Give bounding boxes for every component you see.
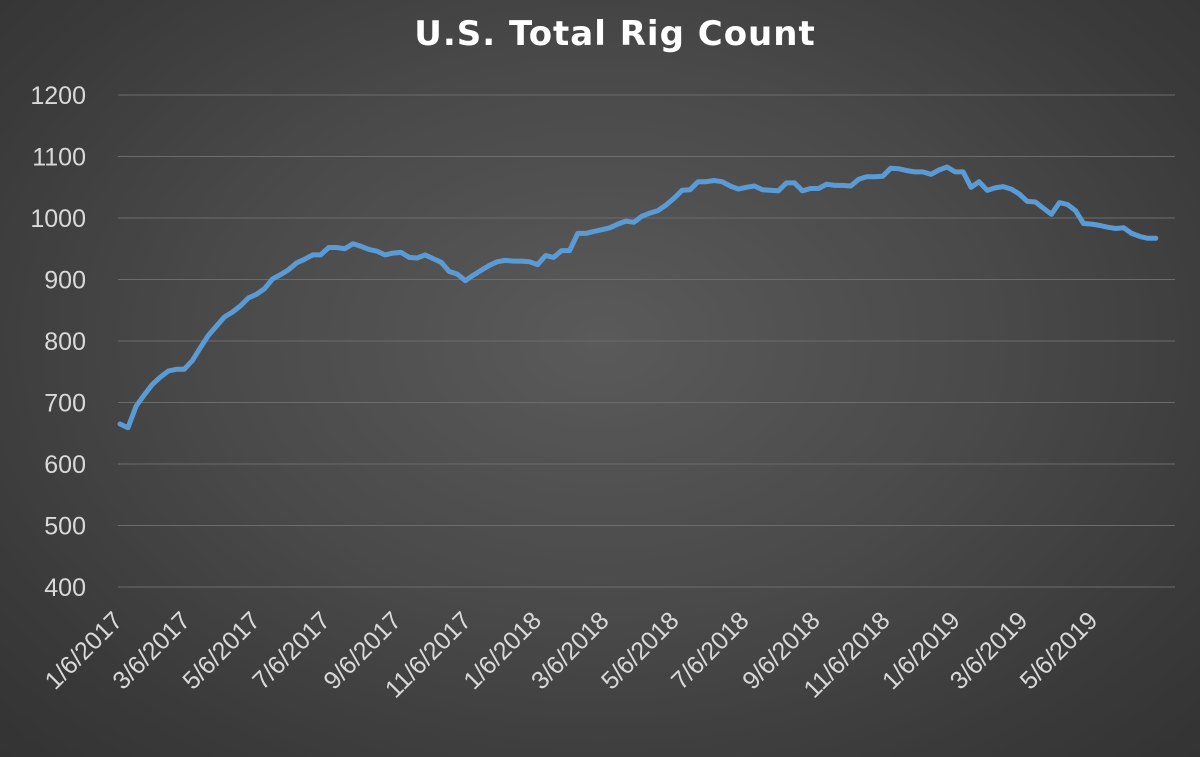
x-tick-label: 7/6/2017 [247, 606, 336, 695]
gridlines [118, 94, 1175, 588]
y-tick-label: 900 [44, 267, 86, 295]
x-axis: 1/6/20173/6/20175/6/20177/6/20179/6/2017… [40, 606, 1104, 703]
y-tick-label: 1000 [30, 205, 86, 233]
y-axis: 400 500 600 700 800 900 1000 1100 1200 [30, 82, 86, 602]
y-tick-label: 1100 [32, 144, 86, 172]
y-tick-label: 800 [44, 328, 86, 356]
y-tick-label: 600 [44, 451, 86, 479]
series-line-1 [117, 164, 1159, 431]
x-tick-label: 5/6/2019 [1015, 606, 1104, 695]
y-tick-label: 400 [44, 574, 86, 602]
y-tick-label: 500 [44, 513, 86, 541]
chart-title: U.S. Total Rig Count [414, 14, 815, 54]
y-tick-label: 1200 [30, 82, 86, 110]
y-tick-label: 700 [44, 390, 86, 418]
x-tick-label: 7/6/2018 [666, 606, 755, 695]
series-group [117, 164, 1159, 431]
